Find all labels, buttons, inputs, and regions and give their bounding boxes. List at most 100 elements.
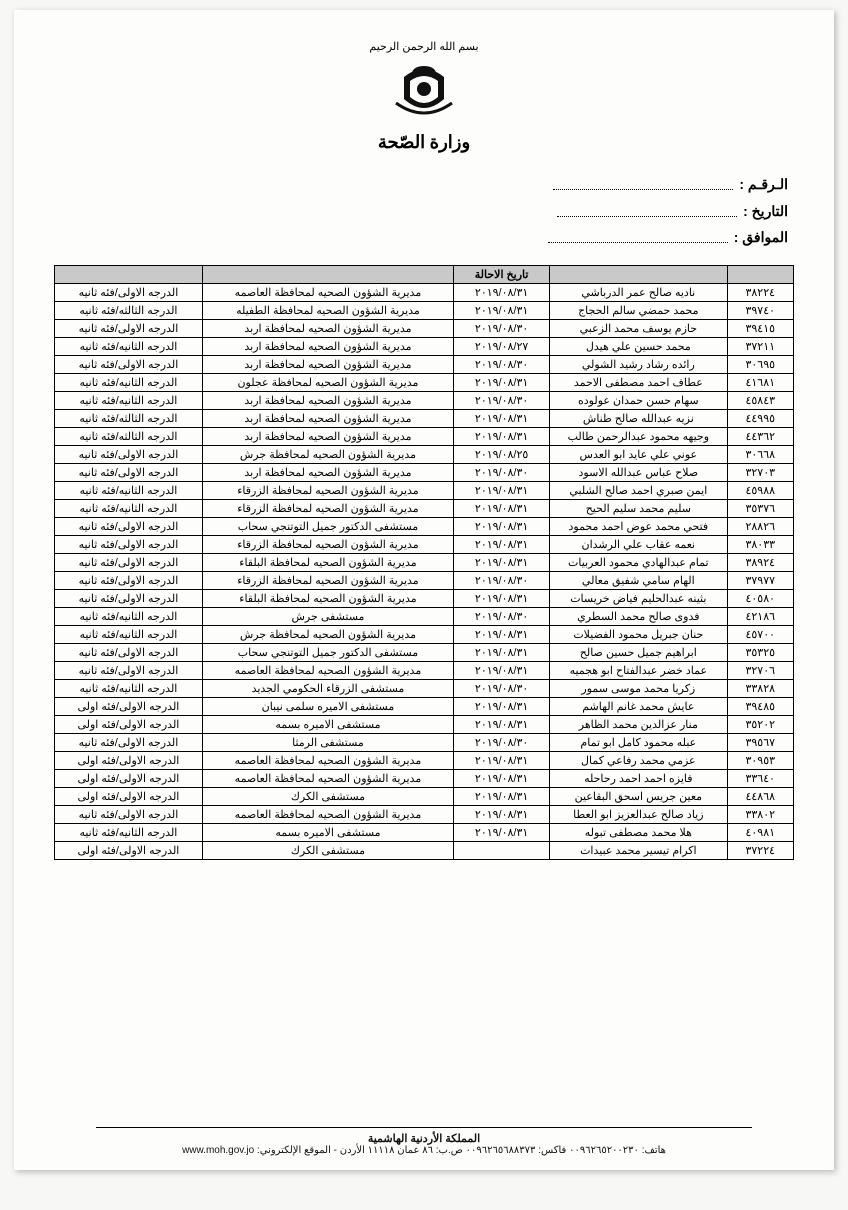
table-row: ٤٠٥٨٠بثينه عبدالحليم فياض خريسات٢٠١٩/٠٨/… [55, 589, 794, 607]
table-cell: ابراهيم جميل حسين صالح [550, 643, 727, 661]
table-cell: ٣٠٦٦٨ [727, 445, 794, 463]
table-row: ٣٣٦٤٠فايزه احمد احمد رحاحله٢٠١٩/٠٨/٣١مدي… [55, 769, 794, 787]
table-cell: مستشفى الكرك [202, 841, 453, 859]
table-body: ٣٨٢٢٤ناديه صالح عمر الدرباشي٢٠١٩/٠٨/٣١مد… [55, 283, 794, 859]
table-cell: الدرجه الاولى/فئه ثانيه [55, 355, 203, 373]
table-cell: مديرية الشؤون الصحيه لمحافظة الزرقاء [202, 481, 453, 499]
table-cell: مديرية الشؤون الصحيه لمحافظة اربد [202, 427, 453, 445]
table-cell: مديرية الشؤون الصحيه لمحافظة اربد [202, 319, 453, 337]
number-label: الـرقـم : [739, 176, 788, 192]
table-cell: مديرية الشؤون الصحيه لمحافظة اربد [202, 391, 453, 409]
table-cell: ٤٤٣٦٢ [727, 427, 794, 445]
table-cell: نعمه عقاب علي الرشدان [550, 535, 727, 553]
table-cell: ٢٠١٩/٠٨/٣١ [454, 553, 550, 571]
table-cell: حازم يوسف محمد الزعبي [550, 319, 727, 337]
table-row: ٣٩٧٤٠محمد حمضي سالم الحجاج٢٠١٩/٠٨/٣١مدير… [55, 301, 794, 319]
table-cell: مستشفى الزرقاء الحكومي الجديد [202, 679, 453, 697]
table-row: ٤٥٩٨٨ايمن صبري احمد صالح الشلبي٢٠١٩/٠٨/٣… [55, 481, 794, 499]
table-row: ٤٠٩٨١هلا محمد مصطفى تبوله٢٠١٩/٠٨/٣١مستشف… [55, 823, 794, 841]
table-cell: ٢٠١٩/٠٨/٣١ [454, 589, 550, 607]
table-cell: الدرجه الاولى/فئه ثانيه [55, 661, 203, 679]
table-cell: زكريا محمد موسى سمور [550, 679, 727, 697]
table-cell: ٢٠١٩/٠٨/٣١ [454, 769, 550, 787]
table-cell: ٢٠١٩/٠٨/٣١ [454, 751, 550, 769]
table-row: ٤٥٧٠٠حنان جبريل محمود الفضيلات٢٠١٩/٠٨/٣١… [55, 625, 794, 643]
table-cell: ٢٠١٩/٠٨/٣٠ [454, 607, 550, 625]
table-row: ٣٢٧٠٦عماد خضر عبدالفتاح ابو هجميه٢٠١٩/٠٨… [55, 661, 794, 679]
date-label: التاريخ : [743, 203, 788, 219]
ministry-title: وزارة الصّحة [54, 132, 794, 153]
page-footer: المملكة الأردنية الهاشمية هاتف: ٠٠٩٦٢٦٥٢… [96, 1127, 752, 1156]
table-cell: الدرجه الاولى/فئه اولى [55, 841, 203, 859]
table-cell: الدرجه الاولى/فئه ثانيه [55, 643, 203, 661]
table-cell [454, 841, 550, 859]
table-cell: الدرجه الاولى/فئه اولى [55, 769, 203, 787]
table-cell: الدرجه الاولى/فئه ثانيه [55, 445, 203, 463]
table-cell: ٢٠١٩/٠٨/٣١ [454, 481, 550, 499]
table-cell: ٤٥٧٠٠ [727, 625, 794, 643]
table-cell: الدرجه الاولى/فئه ثانيه [55, 319, 203, 337]
table-cell: ٤٠٩٨١ [727, 823, 794, 841]
table-cell: صلاح عباس عبدالله الاسود [550, 463, 727, 481]
table-cell: ٢٠١٩/٠٨/٣١ [454, 283, 550, 301]
table-cell: الدرجه الاولى/فئه ثانيه [55, 283, 203, 301]
table-cell: مديرية الشؤون الصحيه لمحافظة العاصمه [202, 805, 453, 823]
table-cell: مديرية الشؤون الصحيه لمحافظة الزرقاء [202, 499, 453, 517]
table-cell: ٤٠٥٨٠ [727, 589, 794, 607]
table-cell: الدرجه الاولى/فئه ثانيه [55, 463, 203, 481]
table-cell: مديرية الشؤون الصحيه لمحافظة العاصمه [202, 661, 453, 679]
table-cell: الدرجه الثانيه/فئه ثانيه [55, 499, 203, 517]
table-cell: مستشفى الاميره بسمه [202, 715, 453, 733]
table-cell: ٣٩٥٦٧ [727, 733, 794, 751]
table-row: ٢٨٨٢٦فتحي محمد عوض احمد محمود٢٠١٩/٠٨/٣١م… [55, 517, 794, 535]
table-cell: مستشفى الاميره سلمى نيبان [202, 697, 453, 715]
table-head: تاريخ الاحالة [55, 265, 794, 283]
table-cell: ٣٥٣٧٦ [727, 499, 794, 517]
table-cell: ٤٤٩٩٥ [727, 409, 794, 427]
table-cell: ٢٨٨٢٦ [727, 517, 794, 535]
table-row: ٣٩٤١٥حازم يوسف محمد الزعبي٢٠١٩/٠٨/٣٠مدير… [55, 319, 794, 337]
table-row: ٣٨٠٣٣نعمه عقاب علي الرشدان٢٠١٩/٠٨/٣١مدير… [55, 535, 794, 553]
table-cell: ٢٠١٩/٠٨/٣٠ [454, 679, 550, 697]
table-cell: مديرية الشؤون الصحيه لمحافظة اربد [202, 355, 453, 373]
table-cell: ٢٠١٩/٠٨/٣١ [454, 373, 550, 391]
table-cell: مديرية الشؤون الصحيه لمحافظة اربد [202, 463, 453, 481]
table-cell: ٢٠١٩/٠٨/٣١ [454, 517, 550, 535]
table-cell: ٤٤٨٦٨ [727, 787, 794, 805]
table-cell: مديرية الشؤون الصحيه لمحافظة اربد [202, 337, 453, 355]
table-row: ٤٤٨٦٨معين جريس اسحق البقاعين٢٠١٩/٠٨/٣١مس… [55, 787, 794, 805]
col-header-dir [202, 265, 453, 283]
table-cell: مديرية الشؤون الصحيه لمحافظة الزرقاء [202, 535, 453, 553]
table-cell: ٢٠١٩/٠٨/٣١ [454, 625, 550, 643]
table-cell: مديرية الشؤون الصحيه لمحافظة الزرقاء [202, 571, 453, 589]
table-row: ٣٩٤٨٥عايش محمد غانم الهاشم٢٠١٩/٠٨/٣١مستش… [55, 697, 794, 715]
table-cell: ٢٠١٩/٠٨/٣١ [454, 301, 550, 319]
hijri-value-line [548, 233, 728, 243]
table-cell: الدرجه الثانيه/فئه ثانيه [55, 337, 203, 355]
table-cell: مستشفى جرش [202, 607, 453, 625]
table-cell: مديرية الشؤون الصحيه لمحافظة البلقاء [202, 553, 453, 571]
table-cell: مستشفى الدكتور جميل التوتنجي سحاب [202, 517, 453, 535]
col-header-date: تاريخ الاحالة [454, 265, 550, 283]
table-cell: ٣٥٢٠٢ [727, 715, 794, 733]
date-value-line [557, 207, 737, 217]
table-cell: الدرجه الاولى/فئه اولى [55, 697, 203, 715]
table-cell: ٣٨٩٢٤ [727, 553, 794, 571]
table-cell: ٢٠١٩/٠٨/٣١ [454, 715, 550, 733]
table-cell: مستشفى الرمثا [202, 733, 453, 751]
table-row: ٤٥٨٤٣سهام حسن حمدان عولوده٢٠١٩/٠٨/٣٠مدير… [55, 391, 794, 409]
footer-kingdom: المملكة الأردنية الهاشمية [96, 1132, 752, 1145]
table-cell: ٣٣٨٢٨ [727, 679, 794, 697]
table-row: ٣٥٣٢٥ابراهيم جميل حسين صالح٢٠١٩/٠٨/٣١مست… [55, 643, 794, 661]
table-cell: محمد حمضي سالم الحجاج [550, 301, 727, 319]
table-cell: ٢٠١٩/٠٨/٣١ [454, 643, 550, 661]
table-cell: مديرية الشؤون الصحيه لمحافظة العاصمه [202, 751, 453, 769]
table-row: ٣٣٨٢٨زكريا محمد موسى سمور٢٠١٩/٠٨/٣٠مستشف… [55, 679, 794, 697]
table-cell: الدرجه الثانيه/فئه ثانيه [55, 679, 203, 697]
table-cell: الدرجه الاولى/فئه ثانيه [55, 571, 203, 589]
table-cell: عماد خضر عبدالفتاح ابو هجميه [550, 661, 727, 679]
table-row: ٣٢٧٠٣صلاح عباس عبدالله الاسود٢٠١٩/٠٨/٣٠م… [55, 463, 794, 481]
table-cell: ٣٧٢٢٤ [727, 841, 794, 859]
table-cell: اكرام تيسير محمد عبيدات [550, 841, 727, 859]
table-cell: ٢٠١٩/٠٨/٣٠ [454, 571, 550, 589]
